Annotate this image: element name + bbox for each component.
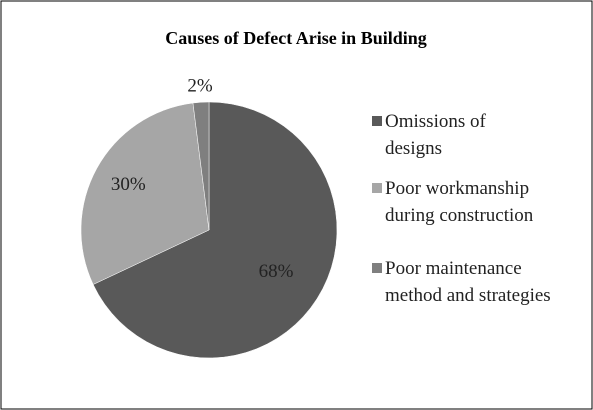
pie-slice bbox=[92, 101, 338, 359]
legend-label: Poor maintenance method and strategies bbox=[385, 258, 551, 306]
legend-item: Poor maintenance method and strategies bbox=[372, 255, 572, 309]
data-label: 68% bbox=[259, 261, 294, 282]
data-label: 2% bbox=[187, 75, 213, 96]
legend-swatch bbox=[372, 183, 382, 193]
legend-label: Poor workmanship during construction bbox=[385, 178, 534, 226]
pie-slice bbox=[80, 102, 210, 285]
legend-label: Omissions of designs bbox=[385, 111, 486, 159]
legend-item: Omissions of designs bbox=[372, 108, 522, 162]
pie-slice bbox=[192, 101, 210, 231]
legend-swatch bbox=[372, 116, 382, 126]
chart-title: Causes of Defect Arise in Building bbox=[165, 28, 427, 48]
legend-item: Poor workmanship during construction bbox=[372, 175, 572, 229]
data-label: 30% bbox=[111, 174, 146, 195]
legend-swatch bbox=[372, 263, 382, 273]
